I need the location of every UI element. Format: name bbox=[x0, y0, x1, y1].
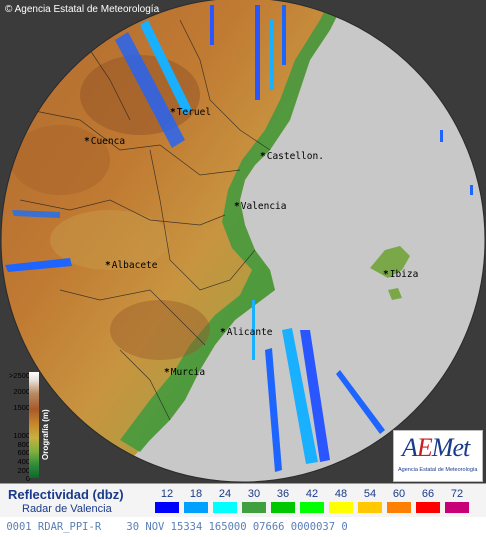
radar-map bbox=[0, 0, 486, 483]
legend-tick-label: 24 bbox=[218, 488, 232, 500]
legend-color-swatch bbox=[300, 502, 324, 513]
city-label-murcia: *Murcia bbox=[164, 367, 206, 378]
oro-level: 1500 bbox=[13, 403, 30, 412]
oro-level: 0 bbox=[25, 474, 30, 483]
legend-tick-label: 42 bbox=[305, 488, 319, 500]
city-label-castellon: *Castellon. bbox=[260, 151, 324, 162]
legend-color-swatch bbox=[445, 502, 469, 513]
legend-subtitle: Radar de Valencia bbox=[22, 503, 112, 515]
coastal-plain bbox=[120, 0, 345, 452]
city-label-ibiza: *Ibiza bbox=[383, 269, 419, 280]
legend-tick-label: 54 bbox=[363, 488, 377, 500]
orography-color-bar bbox=[29, 372, 39, 478]
oro-level: 600 bbox=[17, 448, 30, 457]
legend-tick-label: 72 bbox=[450, 488, 464, 500]
legend-color-swatch bbox=[387, 502, 411, 513]
legend-title: Reflectividad (dbz) bbox=[8, 487, 124, 502]
legend-color-swatch bbox=[155, 502, 179, 513]
city-label-albacete: *Albacete bbox=[105, 260, 158, 271]
oro-level: 800 bbox=[17, 440, 30, 449]
legend-tick-label: 18 bbox=[189, 488, 203, 500]
oro-level: 200 bbox=[17, 466, 30, 475]
legend-color-swatch bbox=[329, 502, 353, 513]
city-label-cuenca: *Cuenca bbox=[84, 136, 126, 147]
legend-tick-label: 12 bbox=[160, 488, 174, 500]
legend-tick-label: 60 bbox=[392, 488, 406, 500]
oro-level: 400 bbox=[17, 457, 30, 466]
oro-level: 2000 bbox=[13, 387, 30, 396]
legend-color-swatch bbox=[184, 502, 208, 513]
legend-color-swatch bbox=[242, 502, 266, 513]
land-area bbox=[1, 0, 345, 482]
legend-color-swatch bbox=[213, 502, 237, 513]
copyright-notice: © Agencia Estatal de Meteorología bbox=[5, 4, 160, 15]
aemet-logo: AEMet Agencia Estatal de Meteorología bbox=[393, 430, 483, 482]
legend-color-swatch bbox=[271, 502, 295, 513]
oro-level: 1000 bbox=[13, 431, 30, 440]
ibiza-island bbox=[370, 246, 410, 278]
status-bar: 0001 RDAR_PPI-R 30 NOV 15334 165000 0766… bbox=[0, 517, 486, 537]
legend-color-swatch bbox=[358, 502, 382, 513]
reflectivity-legend: Reflectividad (dbz) Radar de Valencia 12… bbox=[0, 483, 486, 518]
legend-color-swatch bbox=[416, 502, 440, 513]
legend-tick-label: 30 bbox=[247, 488, 261, 500]
oro-level: >2500 bbox=[8, 371, 30, 380]
city-label-valencia: *Valencia bbox=[234, 201, 287, 212]
legend-tick-label: 36 bbox=[276, 488, 290, 500]
orography-title: Orografía (m) bbox=[41, 409, 50, 460]
city-label-alicante: *Alicante bbox=[220, 327, 273, 338]
legend-tick-label: 66 bbox=[421, 488, 435, 500]
legend-tick-label: 48 bbox=[334, 488, 348, 500]
city-label-teruel: *Teruel bbox=[170, 107, 212, 118]
